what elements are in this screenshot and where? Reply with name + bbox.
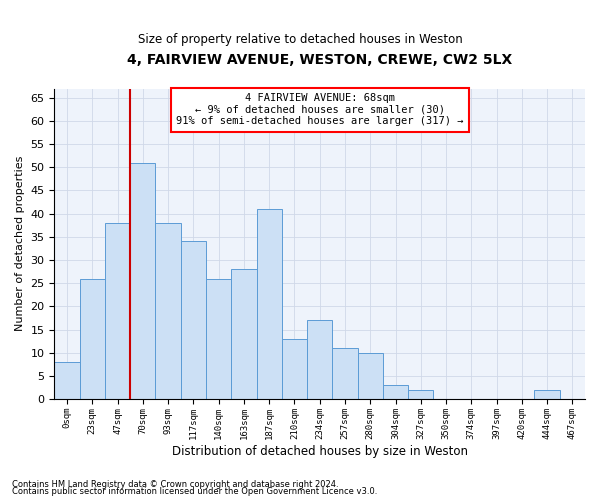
Text: 4 FAIRVIEW AVENUE: 68sqm
← 9% of detached houses are smaller (30)
91% of semi-de: 4 FAIRVIEW AVENUE: 68sqm ← 9% of detache…	[176, 93, 463, 126]
Bar	[282, 339, 307, 399]
Bar	[383, 385, 408, 399]
Bar	[155, 223, 181, 399]
Bar	[55, 362, 80, 399]
Bar	[535, 390, 560, 399]
Y-axis label: Number of detached properties: Number of detached properties	[15, 156, 25, 332]
Bar	[130, 162, 155, 399]
Text: Contains HM Land Registry data © Crown copyright and database right 2024.: Contains HM Land Registry data © Crown c…	[12, 480, 338, 489]
Text: Contains public sector information licensed under the Open Government Licence v3: Contains public sector information licen…	[12, 487, 377, 496]
Bar	[257, 209, 282, 399]
Text: Size of property relative to detached houses in Weston: Size of property relative to detached ho…	[137, 32, 463, 46]
Bar	[332, 348, 358, 399]
Bar	[206, 278, 231, 399]
Bar	[358, 352, 383, 399]
Bar	[80, 278, 105, 399]
X-axis label: Distribution of detached houses by size in Weston: Distribution of detached houses by size …	[172, 444, 468, 458]
Bar	[231, 270, 257, 399]
Bar	[307, 320, 332, 399]
Bar	[105, 223, 130, 399]
Title: 4, FAIRVIEW AVENUE, WESTON, CREWE, CW2 5LX: 4, FAIRVIEW AVENUE, WESTON, CREWE, CW2 5…	[127, 52, 512, 66]
Bar	[181, 242, 206, 399]
Bar	[408, 390, 433, 399]
